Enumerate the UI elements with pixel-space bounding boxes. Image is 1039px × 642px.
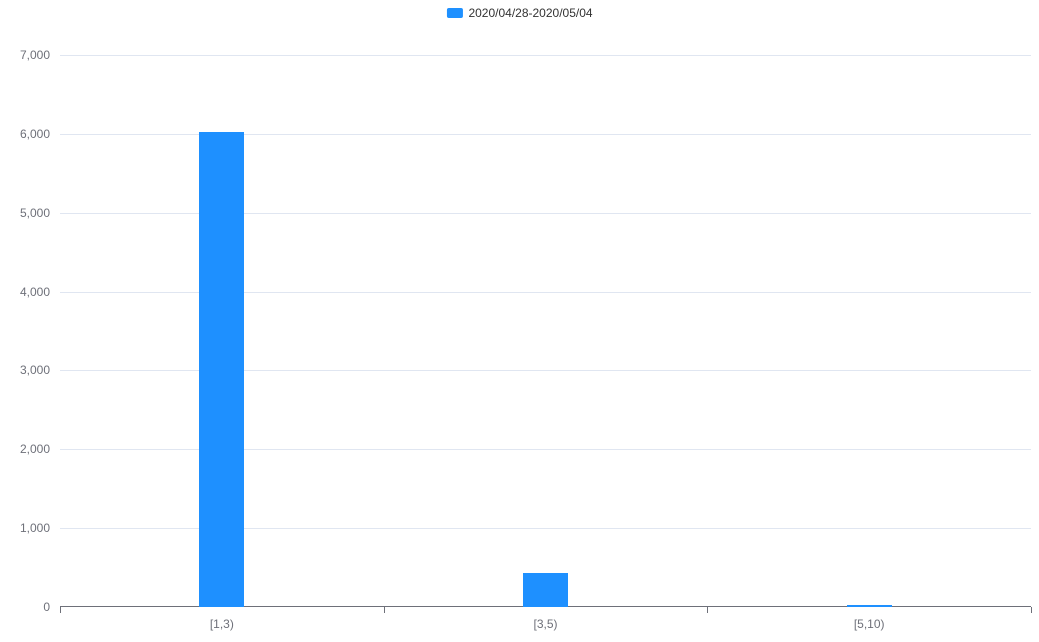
bar[interactable] (523, 573, 568, 607)
bar-chart: 2020/04/28-2020/05/04 01,0002,0003,0004,… (0, 0, 1039, 642)
x-tick-label: [1,3) (210, 617, 234, 631)
y-tick-label: 1,000 (20, 521, 50, 535)
x-tick (384, 607, 385, 613)
plot-area: 01,0002,0003,0004,0005,0006,0007,000[1,3… (60, 55, 1031, 607)
y-tick-label: 2,000 (20, 442, 50, 456)
y-tick-label: 5,000 (20, 206, 50, 220)
y-tick-label: 3,000 (20, 363, 50, 377)
legend-label: 2020/04/28-2020/05/04 (468, 6, 592, 20)
bar[interactable] (847, 605, 892, 607)
x-tick-label: [5,10) (854, 617, 885, 631)
y-tick-label: 0 (43, 600, 50, 614)
x-tick (707, 607, 708, 613)
x-tick (1031, 607, 1032, 613)
y-tick-label: 6,000 (20, 127, 50, 141)
gridline (60, 55, 1031, 56)
chart-legend[interactable]: 2020/04/28-2020/05/04 (446, 6, 592, 20)
x-tick (60, 607, 61, 613)
legend-swatch (446, 8, 462, 18)
x-tick-label: [3,5) (533, 617, 557, 631)
bar[interactable] (199, 132, 244, 608)
y-tick-label: 4,000 (20, 285, 50, 299)
y-tick-label: 7,000 (20, 48, 50, 62)
